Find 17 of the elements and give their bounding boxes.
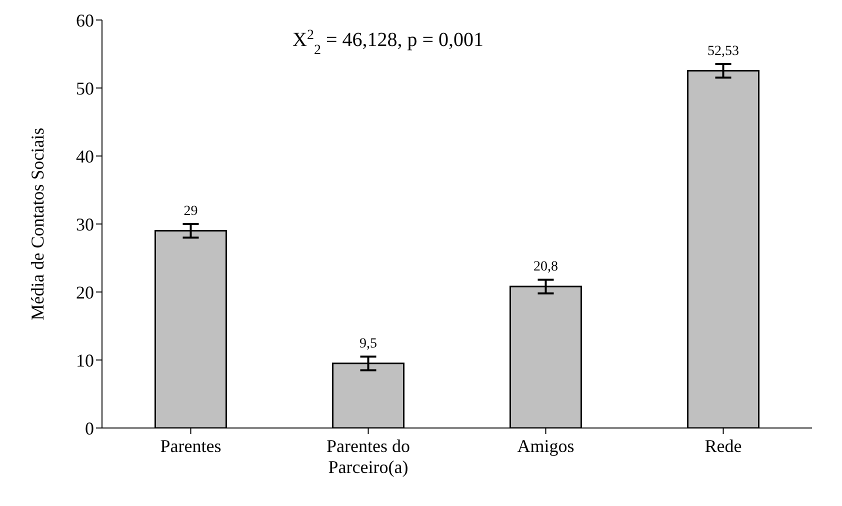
data-label: 52,53 (708, 44, 739, 59)
x-tick-label: Parentes do Parceiro(a) (326, 436, 410, 477)
x-tick-label: Amigos (517, 436, 574, 456)
x-tick-label: Rede (704, 436, 742, 456)
y-tick-label: 0 (85, 418, 94, 438)
y-tick-label: 20 (76, 282, 94, 302)
y-tick-label: 40 (76, 146, 94, 166)
annotation: X$^{2}$$_{2}$ = 46,128, p = 0,001 (292, 28, 484, 58)
y-tick-label: 30 (76, 214, 94, 234)
y-axis-title: Média de Contatos Sociais (27, 128, 48, 320)
data-label: 29 (184, 204, 198, 219)
y-tick-label: 50 (76, 78, 94, 98)
x-tick-label: Parentes (160, 436, 222, 456)
y-tick-label: 10 (76, 350, 94, 370)
data-label: 20,8 (534, 260, 558, 275)
y-tick-label: 60 (76, 10, 94, 30)
data-label: 9,5 (360, 336, 377, 352)
